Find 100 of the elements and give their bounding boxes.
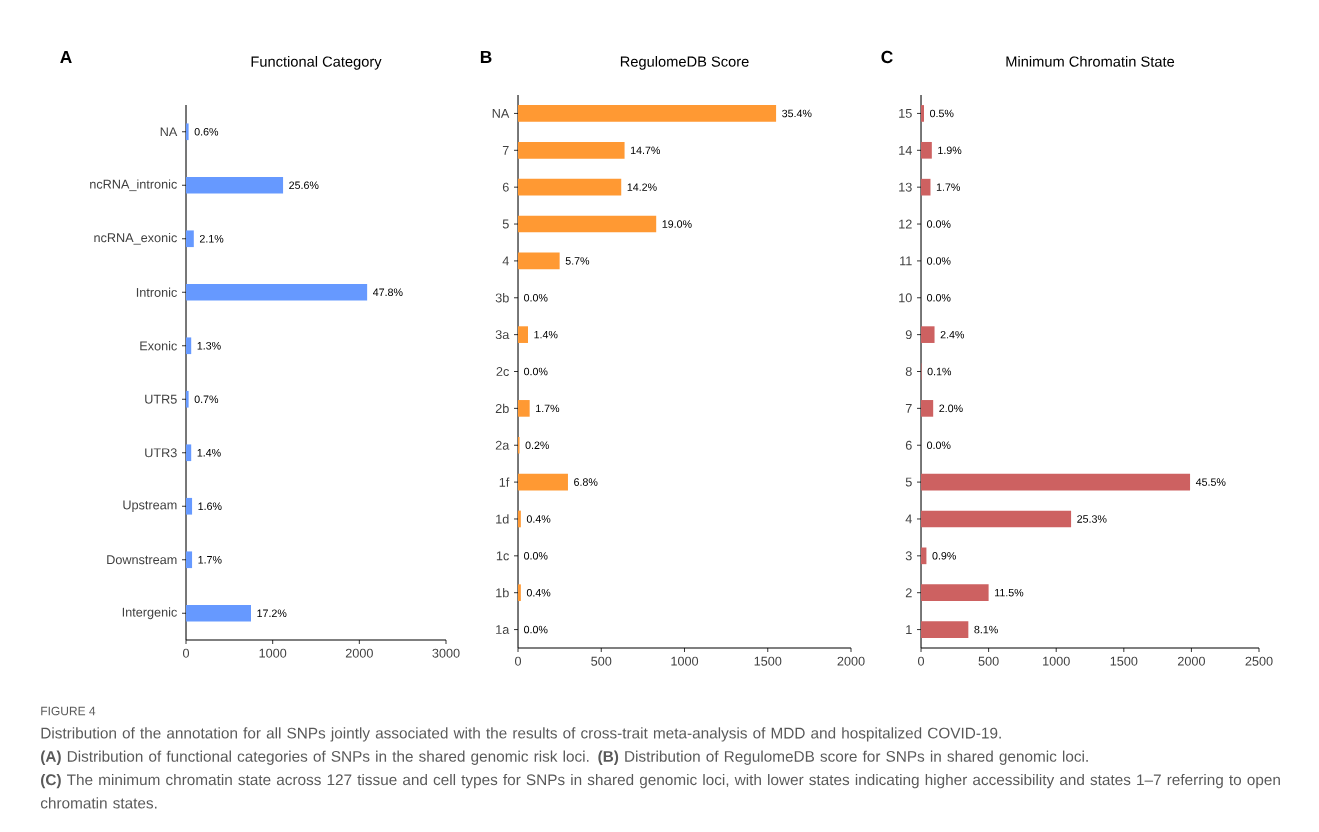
- text: A: [60, 51, 72, 63]
- bar: [518, 473, 568, 491]
- annotation: 2.4%: [940, 330, 965, 339]
- bar: [921, 473, 1191, 491]
- y-tick-label: 4: [905, 514, 912, 524]
- y-tick-label: UTR3: [145, 448, 177, 458]
- bar: [518, 215, 657, 233]
- annotation: 45.5%: [1195, 478, 1226, 486]
- y-tick-label: Upstream: [123, 500, 177, 512]
- bar: [518, 584, 521, 602]
- y-tick-label: UTR5: [145, 394, 177, 404]
- y-tick-label: Downstream: [107, 555, 177, 565]
- annotation: 0.2%: [525, 441, 550, 450]
- annotation: 1.7%: [536, 404, 560, 413]
- bar: [186, 551, 193, 569]
- annotation: 19.0%: [662, 220, 692, 228]
- chart-title: RegulomeDB Score: [620, 56, 749, 70]
- text: C: [881, 50, 893, 64]
- bar: [186, 390, 189, 408]
- x-tick-label: 500: [978, 656, 999, 666]
- y-tick-label: 12: [899, 219, 912, 229]
- y-tick-label: 3: [905, 551, 912, 561]
- y-tick-label: 2a: [495, 440, 510, 450]
- y-tick-label: 11: [900, 256, 912, 266]
- y-tick-label: 4: [502, 256, 509, 266]
- y-tick-label: 6: [905, 440, 912, 450]
- y-tick-label: 6: [502, 182, 509, 192]
- bar: [921, 141, 932, 159]
- bar: [921, 326, 935, 343]
- bar: [921, 510, 1072, 528]
- annotation: 47.8%: [372, 288, 403, 297]
- annotation: 0.4%: [526, 588, 551, 597]
- x-tick-label: 1500: [754, 656, 782, 666]
- chart-title: Minimum Chromatin State: [1006, 56, 1175, 67]
- x-tick-label: 1000: [1043, 656, 1070, 666]
- y-tick-label: 7: [905, 404, 912, 413]
- annotation: 6.8%: [574, 478, 598, 486]
- annotation: 0.0%: [927, 293, 951, 302]
- annotation: 25.3%: [1077, 515, 1107, 523]
- y-tick-label: NA: [160, 127, 178, 137]
- bar: [518, 326, 528, 343]
- bar: [921, 178, 931, 196]
- annotation: 0.0%: [524, 367, 548, 376]
- x-tick-label: 2000: [837, 656, 865, 666]
- annotation: 0.4%: [526, 515, 551, 523]
- y-tick-label: 1d: [496, 514, 509, 524]
- y-tick-label: 1: [906, 625, 912, 634]
- bar: [518, 141, 625, 159]
- annotation: 14.7%: [630, 146, 661, 155]
- y-tick-label: 1b: [496, 588, 509, 598]
- annotation: 0.0%: [927, 220, 951, 228]
- x-tick-label: 3000: [432, 648, 460, 658]
- annotation: 0.0%: [524, 625, 548, 634]
- annotation: 8.1%: [974, 625, 998, 634]
- chart-title: Functional Category: [251, 56, 382, 70]
- bar: [921, 621, 969, 638]
- x-tick-label: 1000: [259, 648, 287, 658]
- text: B: [480, 51, 492, 63]
- y-tick-label: 8: [905, 367, 912, 376]
- y-tick-label: Exonic: [140, 341, 177, 351]
- y-tick-label: 5: [905, 477, 912, 487]
- y-tick-label: 2: [905, 588, 912, 598]
- annotation: 1.3%: [197, 341, 221, 350]
- bar: [186, 123, 189, 141]
- y-tick-label: 2c: [496, 367, 509, 376]
- y-tick-label: NA: [492, 109, 510, 118]
- bar: [186, 444, 192, 462]
- annotation: 35.4%: [782, 109, 812, 118]
- annotation: 11.5%: [995, 588, 1024, 597]
- annotation: 1.4%: [534, 330, 558, 339]
- y-tick-label: 13: [899, 182, 912, 192]
- y-tick-label: 1a: [496, 625, 510, 634]
- x-tick-label: 2000: [345, 648, 373, 658]
- x-tick-label: 0: [917, 656, 925, 666]
- annotation: 0.0%: [524, 293, 548, 302]
- bar: [186, 283, 368, 301]
- y-tick-label: 7: [502, 145, 509, 155]
- caption: FIGURE 4: [41, 706, 96, 716]
- x-tick-label: 1000: [671, 656, 699, 666]
- y-tick-label: ncRNA_exonic: [94, 232, 177, 245]
- x-tick-label: 500: [591, 656, 612, 666]
- bar: [518, 178, 622, 196]
- annotation: 1.9%: [938, 146, 962, 155]
- y-tick-label: 15: [899, 109, 912, 118]
- bar: [921, 400, 934, 417]
- annotation: 0.1%: [927, 367, 952, 376]
- bar: [518, 400, 530, 417]
- bar: [518, 510, 521, 528]
- x-tick-label: 2500: [1245, 656, 1273, 666]
- bar: [186, 337, 192, 355]
- annotation: 0.9%: [932, 552, 956, 560]
- y-tick-label: 5: [502, 219, 509, 229]
- annotation: 0.5%: [930, 109, 954, 118]
- y-tick-label: 2b: [495, 403, 509, 414]
- bar: [186, 497, 193, 515]
- annotation: 0.0%: [927, 257, 951, 265]
- y-tick-label: 1f: [499, 477, 510, 487]
- y-tick-label: Intronic: [136, 287, 177, 297]
- bar: [186, 230, 194, 248]
- y-tick-label: ncRNA_intronic: [90, 179, 177, 192]
